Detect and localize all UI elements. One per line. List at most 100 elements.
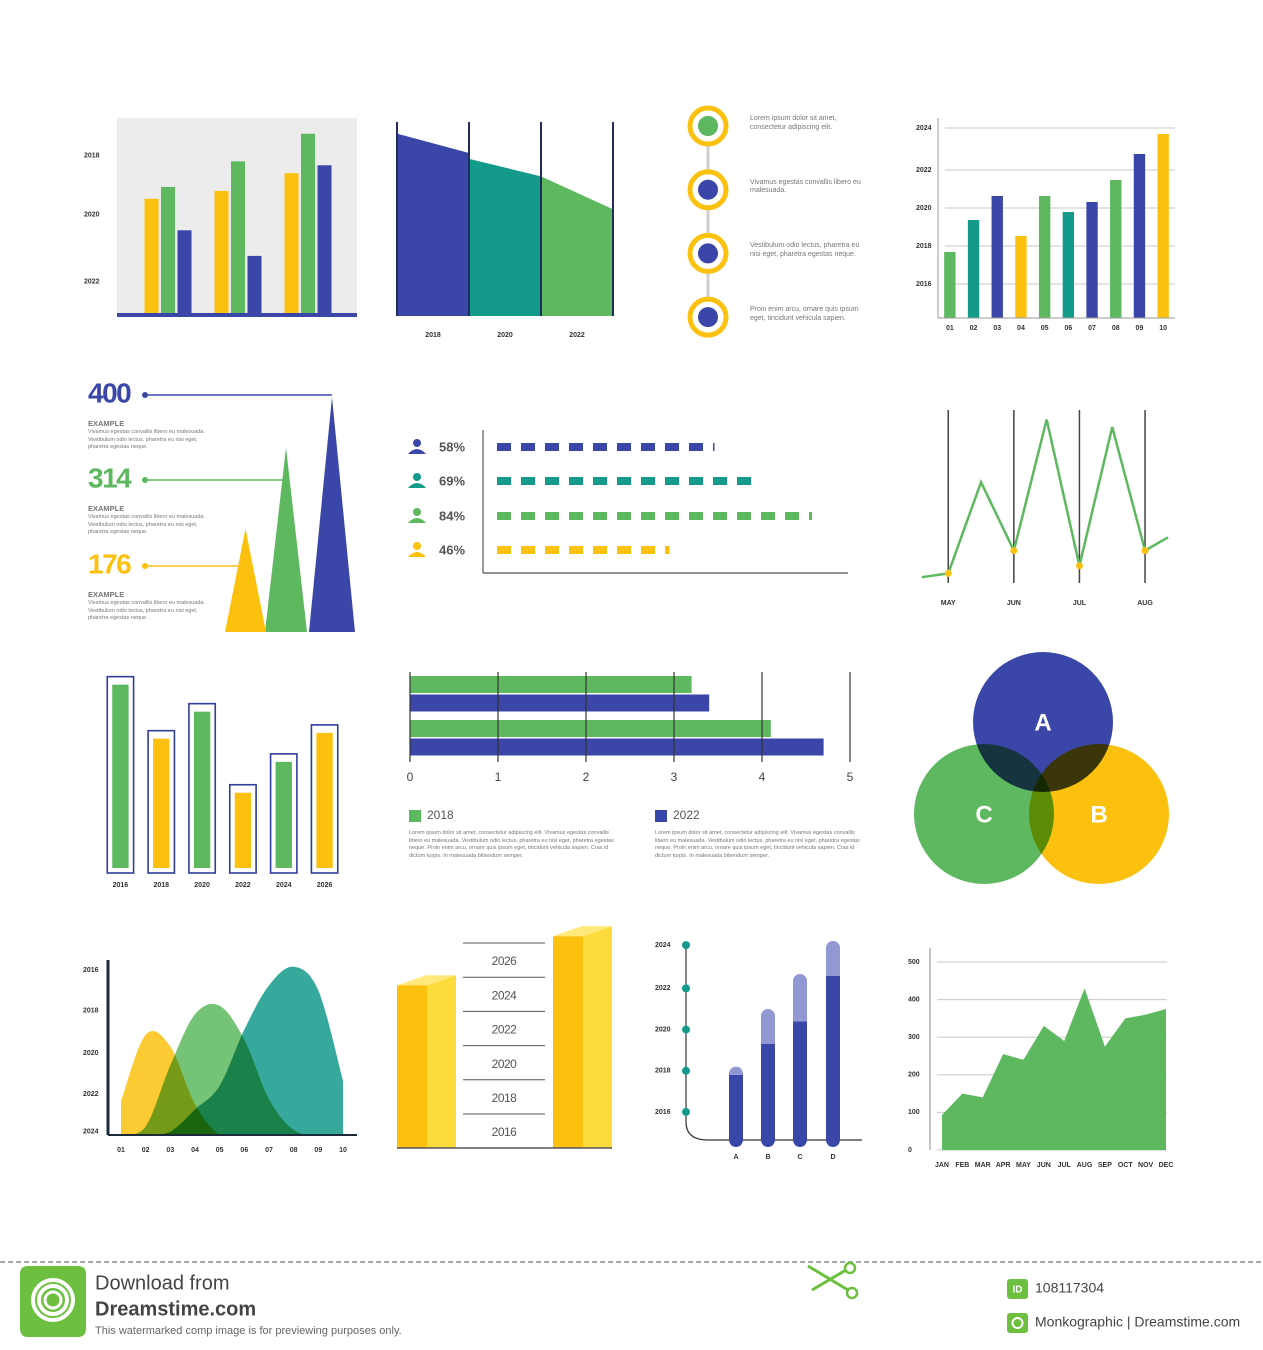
year-label: 2018	[492, 1091, 518, 1105]
person-icon-head	[413, 508, 421, 516]
legend-label: 2022	[673, 808, 700, 822]
id-badge	[1007, 1279, 1028, 1299]
x-tick-label: A	[733, 1154, 738, 1161]
example-label: EXAMPLE	[88, 504, 124, 513]
big-number: 176	[88, 548, 131, 579]
x-tick-label: MAR	[975, 1162, 991, 1169]
timeline-dot	[696, 305, 720, 330]
x-tick-label: 05	[216, 1147, 224, 1154]
legend-swatch	[409, 810, 421, 822]
bar	[144, 198, 159, 315]
legend-swatch	[655, 810, 667, 822]
bar	[247, 255, 262, 315]
x-tick-label: APR	[996, 1162, 1011, 1169]
point	[1141, 547, 1149, 555]
x-tick-label: 5	[847, 770, 854, 784]
y-tick-label: 2016	[655, 1109, 671, 1116]
y-tick-label: 2016	[916, 281, 932, 288]
x-tick-label: B	[765, 1154, 770, 1161]
y-tick-label: 500	[908, 959, 920, 966]
area	[121, 1031, 343, 1135]
bar	[193, 711, 211, 868]
person-icon-head	[413, 542, 421, 550]
venn-label: A	[1034, 709, 1051, 736]
example-text: Vivamus egestas convallis libero eu male…	[88, 429, 205, 450]
bar	[944, 252, 956, 318]
bar	[410, 694, 710, 712]
person-icon-body	[408, 483, 426, 488]
y-tick-label: 300	[908, 1034, 920, 1041]
tick-dot	[682, 1025, 690, 1034]
x-tick-label: 2026	[317, 882, 333, 889]
x-tick-label: 06	[240, 1147, 248, 1154]
value-label: 84%	[439, 508, 465, 523]
tick-dot	[682, 941, 690, 950]
bar	[231, 161, 245, 315]
x-tick-label: 2022	[235, 882, 251, 889]
bar	[284, 173, 299, 315]
person-icon-body	[408, 518, 426, 523]
bar	[234, 792, 252, 868]
peak	[225, 528, 266, 632]
y-tick-label: 400	[908, 996, 920, 1003]
x-tick-label: 05	[1041, 325, 1049, 332]
timeline-text: Proin enim arcu, ornare quis ipsum eget,…	[750, 306, 859, 322]
bar-segment	[761, 1044, 775, 1147]
credit-icon	[1011, 1317, 1024, 1329]
timeline-text: Vivamus egestas convallis libero eu male…	[750, 178, 861, 195]
y-tick-label: 2022	[83, 1091, 99, 1098]
x-tick-label: JUL	[1073, 600, 1087, 607]
bar-outline	[228, 783, 257, 874]
tick-dot	[682, 1107, 690, 1116]
timeline-dot	[696, 114, 720, 138]
year-label: 2022	[492, 1023, 518, 1037]
bar-segment	[729, 1066, 743, 1075]
column-top	[553, 926, 612, 937]
x-tick-label: 2018	[153, 882, 169, 889]
x-tick-label: 09	[314, 1147, 322, 1154]
timeline-dot	[696, 177, 720, 202]
x-tick-label: 2018	[425, 332, 441, 339]
y-tick-label: 200	[908, 1072, 920, 1079]
year-label: 2026	[492, 954, 518, 968]
x-tick-label: NOV	[1138, 1162, 1154, 1169]
bar-segment	[729, 1074, 743, 1147]
year-label: 2024	[492, 988, 518, 1002]
y-tick-label: 2018	[655, 1068, 671, 1075]
scissors-icon	[807, 1264, 849, 1292]
x-tick-label: JAN	[935, 1162, 949, 1169]
x-tick-label: 04	[1017, 325, 1025, 332]
x-tick-label: 07	[1088, 325, 1096, 332]
x-tick-label: 02	[970, 325, 978, 332]
point	[944, 569, 952, 577]
bar	[317, 165, 332, 315]
x-tick-label: 2020	[194, 882, 210, 889]
x-tick-label: 01	[946, 325, 954, 332]
footer-download: Download from	[95, 1272, 230, 1294]
value-label: 46%	[439, 542, 465, 557]
x-tick-label: 1	[495, 770, 502, 784]
area-segment	[541, 176, 613, 316]
logo-ring	[43, 1290, 63, 1310]
column-top	[397, 975, 456, 986]
venn-label: C	[975, 801, 992, 828]
bar	[161, 186, 175, 315]
x-tick-label: JUN	[1037, 1162, 1051, 1169]
legend-label: 2018	[427, 808, 454, 822]
bar	[1157, 134, 1169, 318]
bar-segment	[793, 1021, 807, 1147]
credit-badge	[1007, 1313, 1028, 1333]
x-tick-label: 10	[1159, 325, 1167, 332]
bar-segment	[826, 976, 840, 1147]
y-tick-label: 2020	[83, 1050, 99, 1057]
bar	[301, 133, 315, 315]
column-side	[427, 975, 456, 1148]
footer-id: 108117304	[1035, 1280, 1104, 1296]
x-tick-label: OCT	[1118, 1162, 1134, 1169]
x-tick-label: 08	[1112, 325, 1120, 332]
bar	[1086, 202, 1098, 318]
bar	[214, 190, 229, 315]
legend-text: Lorem ipsum dolor sit amet, consectetur …	[409, 830, 614, 859]
